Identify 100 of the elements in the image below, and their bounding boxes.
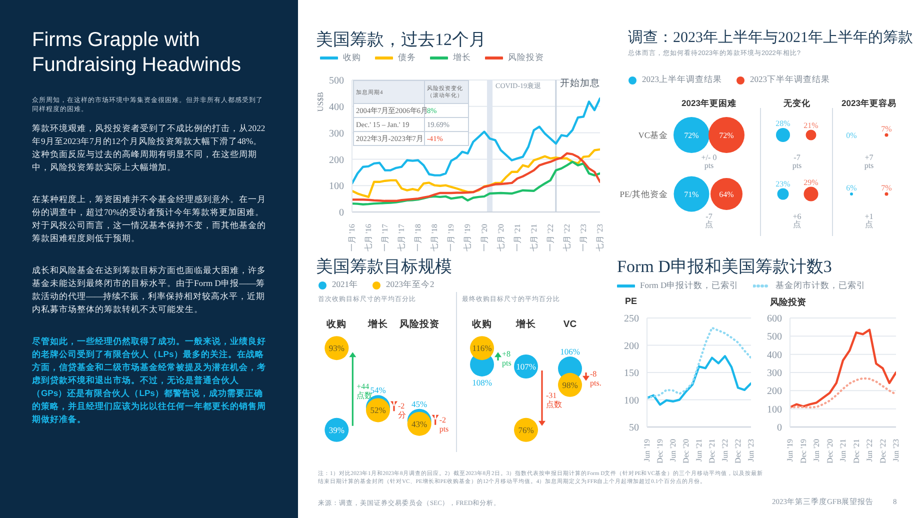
x-tick-label: 七月 '18 — [430, 224, 440, 252]
x-tick-label: Jun '20 — [668, 439, 678, 462]
ref-line-label: 开始加息 — [560, 77, 600, 89]
x-tick-label: Jun '21 — [838, 439, 848, 462]
data-label: 107% — [516, 362, 536, 372]
data-label: 71% — [684, 190, 700, 199]
x-tick-label: 一月 '20 — [480, 224, 489, 252]
data-label: 21% — [804, 120, 819, 130]
data-label: 45% — [412, 398, 428, 409]
chart-title: Form D申报和美国筹款计数3 — [617, 256, 832, 278]
x-tick-label: Dec '19 — [798, 439, 808, 464]
text: 筹款环境艰难，风投投资者受到了不成比例的打击，从2022年9月至2023年7月的12个月风险投资筹款大幅下滑了48%。这种负面反应与过去的高峰周期有明显不同，在这些周期中，风险投资筹款实际上大幅增加。 — [32, 122, 266, 174]
data-label: 93% — [328, 343, 344, 354]
legend-label: 2023上半年调查结果 — [642, 74, 722, 86]
x-tick-label: Dec '21 — [852, 439, 861, 464]
data-label: 52% — [370, 405, 386, 416]
y-tick-label: 100 — [624, 395, 639, 406]
chart-title: 美国筹款，过去12个月 — [316, 29, 487, 50]
x-tick-label: Dec '20 — [682, 439, 690, 464]
x-tick-label: 一月 '16 — [348, 224, 356, 252]
y-tick-label: 500 — [329, 76, 344, 87]
x-tick-label: Jun '22 — [865, 439, 874, 462]
legend-label: 基金闭市计数，已索引 — [776, 280, 866, 292]
chart-title: 美国筹款目标规模 — [316, 256, 453, 278]
x-tick-label: Dec '20 — [825, 439, 834, 464]
x-tick-label: Jun '19 — [786, 439, 794, 462]
x-tick-label: 一月 '17 — [380, 224, 390, 252]
legend-label: 风险投资 — [508, 52, 544, 64]
y-tick-label: 400 — [329, 102, 344, 113]
legend-label: 债务 — [398, 52, 416, 64]
y-tick-label: 200 — [329, 154, 344, 166]
x-tick-label: Jun '19 — [642, 439, 652, 462]
data-label: 6% — [846, 184, 858, 192]
annotation: +8 pts — [502, 349, 512, 368]
data-label: 0% — [846, 131, 858, 140]
data-label: 64% — [719, 190, 734, 199]
data-label: 43% — [412, 418, 428, 429]
data-label: 108% — [472, 377, 492, 388]
x-tick-label: Jun '23 — [892, 439, 900, 462]
y-tick-label: 200 — [767, 386, 782, 398]
x-tick-label: Jun '22 — [720, 439, 730, 462]
x-tick-label: 收购 — [472, 318, 492, 330]
data-label: 72% — [684, 131, 700, 140]
x-tick-label: Dec '21 — [708, 439, 716, 464]
x-tick-label: 增长 — [515, 318, 537, 330]
text: +/- 0 pts — [701, 153, 717, 170]
text: -7 pts — [792, 153, 802, 170]
x-tick-label: 一月 '18 — [414, 224, 423, 252]
data-label: 39% — [328, 424, 344, 435]
y-tick-label: 200 — [624, 340, 639, 352]
text: Firms Grapple with Fundraising Headwinds — [32, 28, 242, 78]
x-tick-label: Jun '23 — [746, 439, 756, 462]
legend-label: 2021年 — [332, 279, 358, 291]
data-label: 23% — [776, 179, 791, 188]
x-tick-label: 七月 '22 — [562, 224, 572, 252]
data-label: 7% — [881, 183, 892, 192]
x-tick-label: 七月 '20 — [496, 224, 506, 252]
annotation: -8 pts. — [590, 370, 602, 388]
legend-label: Form D申报计数，已索引 — [640, 280, 739, 292]
x-tick-label: 一月 '21 — [512, 224, 522, 252]
text: 成长和风险基金在达到筹款目标方面也面临最大困难，许多基金未能达到最终闭市的目标水平。由于Form D申报——筹款活动的代理——持续不振，利率保持相对较高水平，近期内私募市场整体的筹款转机不太可能发生。 — [32, 264, 267, 316]
y-tick-label: 600 — [767, 314, 782, 325]
x-tick-label: VC — [563, 319, 577, 330]
legend-label: 2023下半年调查结果 — [750, 74, 830, 86]
x-tick-label: Jun '21 — [694, 439, 704, 462]
text: -7 点 — [705, 212, 713, 229]
y-axis-title: PE — [625, 296, 638, 306]
y-tick-label: 100 — [329, 181, 344, 192]
y-tick-label: 500 — [767, 332, 782, 343]
y-tick-label: 400 — [767, 350, 782, 361]
data-label: 98% — [562, 380, 578, 390]
y-tick-label: 0 — [777, 422, 782, 434]
x-tick-label: 七月 '17 — [397, 224, 406, 252]
x-tick-label: 七月 '16 — [364, 224, 374, 252]
x-tick-label: 七月 '23 — [596, 224, 604, 252]
annotation: -2 分 — [398, 402, 406, 420]
category-label: 2023年更容易 — [842, 98, 896, 108]
y-axis-title: US$B — [316, 92, 325, 112]
x-tick-label: Dec '22 — [878, 439, 888, 464]
legend-label: 2023年至今2 — [386, 279, 434, 291]
y-tick-label: 250 — [624, 314, 639, 325]
x-tick-label: Dec '19 — [656, 439, 664, 464]
y-tick-label: 300 — [767, 368, 782, 380]
category-label: 无变化 — [782, 98, 812, 108]
data-label: 7% — [881, 124, 892, 134]
x-tick-label: 一月 '19 — [446, 224, 456, 252]
x-tick-label: 风险投资 — [398, 318, 440, 330]
text: 尽管如此，一些经理仍然取得了成功。一般来说，业绩良好的老牌公司受到了有限合伙人（LPs）最多的关注。在战略方面，信贷基金和二级市场基金经常被提及为潜在机会，考虑到贷款环境和退出市场。不过，无论是普通合伙人（GPs）还是有限合伙人（LPs）都警告说，成功需要正确的策略，并且经理们应该为比以往任何一年都更长的销售周期做好准备。 — [32, 335, 267, 426]
y-axis-title: 风险投资 — [770, 296, 806, 309]
x-tick-label: 一月 '23 — [578, 224, 588, 252]
x-tick-label: Dec '22 — [734, 439, 742, 464]
legend-label: 增长 — [453, 52, 471, 64]
annotation: -31 点数 — [546, 391, 562, 410]
x-tick-label: 一月 '22 — [546, 224, 555, 252]
text: 在某种程度上，筹资困难并不令基金经理感到意外。在一月份的调查中，超过70%的受访者预计今年筹款将更加困难。对于风投公司而言，这一情况基本保持不变，而其他基金的筹款困难程度则低于预期。 — [32, 193, 267, 245]
category-label: 2023年更困难 — [682, 98, 736, 108]
y-tick-label: 150 — [624, 368, 639, 380]
x-tick-label: 收购 — [326, 318, 347, 330]
text: +1 点 — [864, 212, 874, 229]
annotation: -2 pts — [439, 415, 449, 434]
